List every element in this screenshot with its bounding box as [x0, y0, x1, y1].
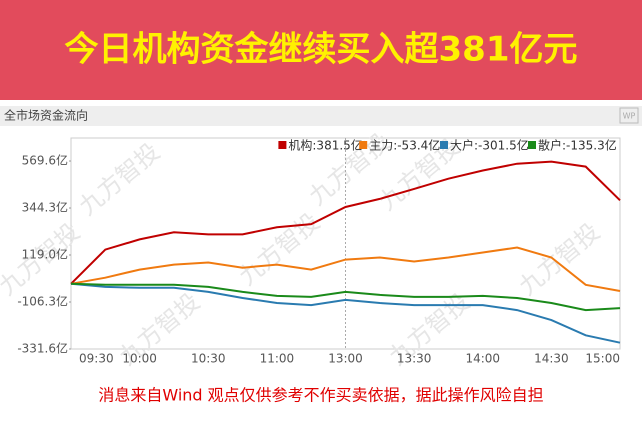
legend-label: 大户:-301.5亿	[450, 138, 529, 153]
legend-label: 散户:-135.3亿	[538, 138, 617, 153]
x-tick-label: 13:00	[328, 352, 363, 366]
y-tick-label: 119.0亿	[22, 247, 68, 262]
footer: 消息来自Wind 观点仅供参考不作买卖依据，据此操作风险自担	[98, 386, 543, 405]
logo: WP	[623, 112, 636, 121]
line	[70, 282, 621, 344]
banner-bg	[0, 0, 642, 100]
legend-label: 机构:381.5亿	[288, 138, 362, 153]
watermark: 九方智投	[234, 208, 326, 291]
legend-swatch	[440, 141, 448, 149]
legend-swatch	[528, 141, 536, 149]
line	[70, 246, 621, 292]
y-tick-label: -106.3亿	[17, 294, 68, 309]
watermark: 九方智投	[514, 218, 606, 301]
legend-label: 主力:-53.4亿	[369, 138, 440, 153]
x-tick-label: 14:00	[465, 352, 500, 366]
legend-swatch	[278, 141, 287, 149]
header-bg	[0, 106, 642, 126]
x-tick-label: 10:30	[191, 352, 226, 366]
x-tick-label: 09:30	[79, 352, 114, 366]
banner: 今日机构资金继续买入超381亿元	[65, 30, 578, 70]
y-tick-label: 569.6亿	[22, 153, 68, 168]
x-tick-label: 13:30	[397, 352, 432, 366]
line	[70, 160, 621, 285]
header: 全市场资金流向	[4, 108, 88, 123]
y-tick-label: -331.6亿	[17, 341, 68, 356]
logo-box	[619, 107, 639, 124]
legend-swatch	[359, 141, 368, 149]
y-tick-label: 344.3亿	[22, 200, 68, 215]
x-tick-label: 14:30	[534, 352, 569, 366]
x-tick-label: 10:00	[122, 352, 157, 366]
line	[70, 282, 621, 312]
x-tick-label: 11:00	[260, 352, 295, 366]
x-tick-label: 15:00	[585, 352, 620, 366]
watermark: 九方智投	[74, 138, 166, 221]
